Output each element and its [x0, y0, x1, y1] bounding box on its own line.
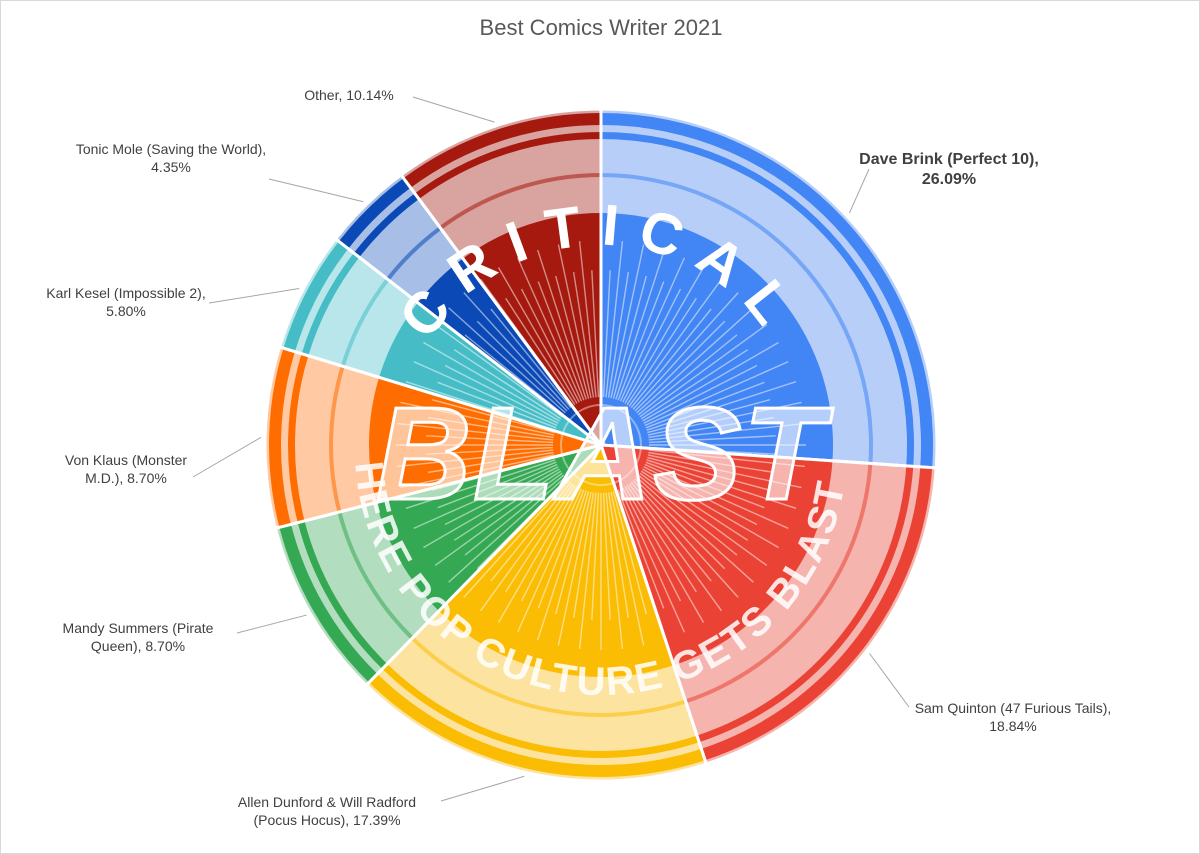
slice-label: Von Klaus (Monster M.D.), 8.70%: [65, 452, 188, 486]
slice-line: [340, 278, 390, 367]
center-ring: [560, 404, 642, 486]
slice-core: [462, 213, 601, 445]
slice-separator: [600, 443, 937, 470]
slice-label: Other, 10.14%: [304, 87, 394, 103]
sunburst-rays: [396, 240, 806, 650]
slice-rim-inner: [353, 193, 419, 258]
slice-label: Allen Dunford & Will Radford (Pocus Hocus…: [238, 794, 416, 828]
chart-title: Best Comics Writer 2021: [480, 15, 723, 40]
slice-rim-inner: [301, 252, 360, 356]
logo-middle-text: BLAST: [376, 380, 833, 527]
slice-label: Mandy Summers (Pirate Queen), 8.70%: [63, 620, 214, 654]
leader-line: [440, 775, 525, 802]
slice-labels: Dave Brink (Perfect 10), 26.09% Sam Quinto…: [46, 87, 1111, 828]
leader-line: [268, 178, 364, 203]
slice-rim: [283, 241, 349, 352]
pie-slices: [263, 107, 939, 783]
slice-rim: [403, 113, 601, 188]
leader-line: [236, 614, 307, 634]
slice-label: Tonic Mole (Saving the World), 4.35%: [76, 141, 266, 175]
leader-line: [208, 288, 300, 304]
slice-separator: [334, 237, 602, 447]
slice-rim-inner: [288, 353, 309, 523]
slice-rim: [338, 178, 411, 249]
leader-line: [192, 436, 262, 478]
pie-slice: [598, 443, 938, 766]
slice-rim: [701, 466, 933, 761]
slice-rim-inner: [382, 663, 700, 758]
slice-line: [329, 365, 345, 513]
slice-line: [685, 463, 873, 704]
slice-label: Karl Kesel (Impossible 2), 5.80%: [46, 285, 206, 319]
leader-line: [869, 653, 910, 708]
slice-line: [386, 226, 442, 281]
slice-line: [410, 636, 687, 718]
slice-separator: [279, 345, 602, 447]
leader-line: [412, 96, 495, 123]
slice-rim: [279, 524, 378, 683]
slice-rim: [369, 673, 706, 777]
slice-rim-inner: [297, 520, 388, 669]
leader-line: [849, 168, 870, 214]
slice-core: [601, 445, 833, 666]
slice-rim-inner: [696, 465, 914, 743]
slice-label: Sam Quinton (47 Furious Tails), 18.84%: [915, 700, 1112, 734]
slice-label: Dave Brink (Perfect 10), 26.09%: [859, 151, 1039, 188]
slice-rim: [268, 348, 295, 528]
slice-rim-inner: [414, 132, 601, 200]
